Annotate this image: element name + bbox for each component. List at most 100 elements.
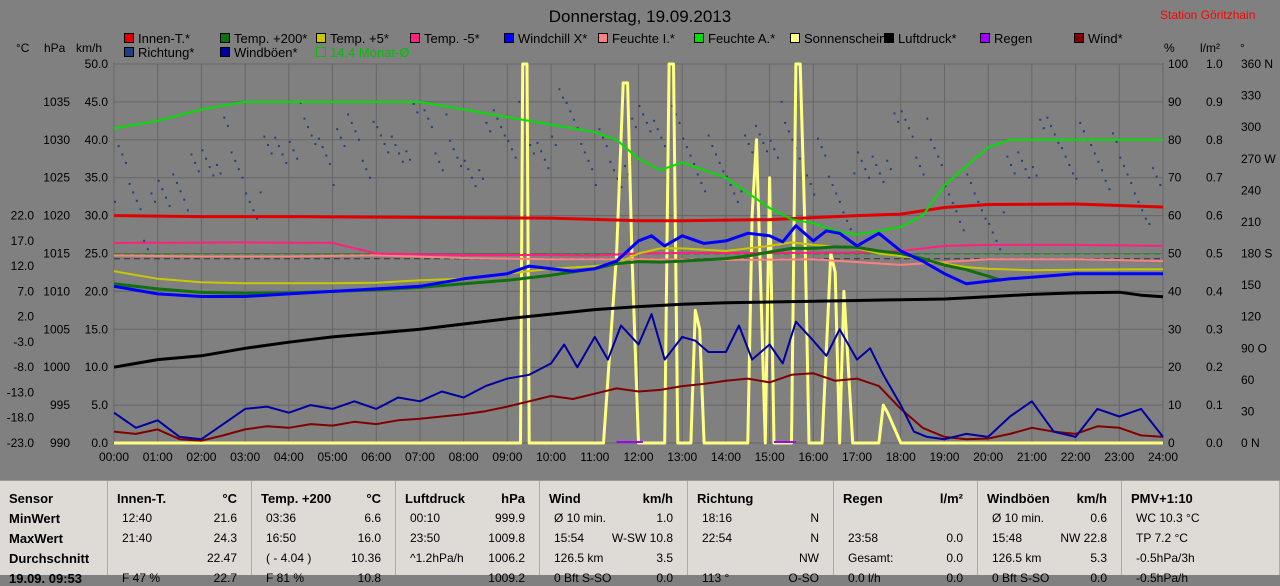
legend-label: Sonnenschein* (804, 31, 892, 46)
stats-cell-label: MinWert (9, 511, 61, 526)
wind-direction-point (529, 144, 532, 147)
stats-cell-value: 10.8 (357, 571, 381, 585)
wind-direction-point (999, 248, 1002, 251)
wind-direction-point (853, 172, 856, 175)
wind-direction-point (583, 151, 586, 154)
wind-direction-point (248, 200, 251, 203)
wind-direction-point (751, 151, 754, 154)
wind-direction-point (1039, 118, 1042, 121)
wind-direction-point (124, 161, 127, 164)
wind-direction-point (540, 150, 543, 153)
wind-direction-point (321, 146, 324, 149)
wind-direction-point (616, 177, 619, 180)
stats-cell-label: MaxWert (9, 531, 63, 546)
stats-cell-label: WC 10.3 °C (1136, 511, 1200, 525)
stats-header: Innen-T. (117, 491, 167, 506)
wind-direction-point (379, 134, 382, 137)
stats-cell-value: 21.6 (213, 511, 237, 525)
stats-unit: °C (366, 491, 381, 506)
wind-direction-point (758, 133, 761, 136)
wind-direction-point (219, 172, 222, 175)
wind-direction-point (146, 248, 149, 251)
wind-direction-point (325, 154, 328, 157)
wind-direction-point (1112, 132, 1115, 135)
stats-cell-value: NW 22.8 (1060, 531, 1107, 545)
wind-direction-point (1013, 172, 1016, 175)
wind-direction-point (274, 136, 277, 139)
wind-direction-point (456, 156, 459, 159)
wind-direction-point (438, 160, 441, 163)
tick-label-time: 04:00 (274, 450, 304, 464)
legend-swatch (316, 47, 326, 57)
wind-direction-point (718, 161, 721, 164)
tick-label-time: 06:00 (361, 450, 391, 464)
series-feuchte-i (113, 254, 1164, 266)
tick-label-percent: 80 (1168, 133, 1182, 147)
stats-cell-label: -0.5hPa/3h (1136, 551, 1195, 565)
stats-cell-value: N (810, 531, 819, 545)
wind-direction-point (816, 137, 819, 140)
wind-direction-point (168, 205, 171, 208)
wind-direction-point (1104, 179, 1107, 182)
wind-direction-point (252, 209, 255, 212)
tick-label-kmh: 25.0 (85, 247, 109, 261)
wind-direction-point (132, 191, 135, 194)
tick-label-kmh: 45.0 (85, 95, 109, 109)
wind-direction-point (1152, 167, 1155, 170)
tick-label-hpa: 1015 (43, 247, 70, 261)
wind-direction-point (336, 128, 339, 131)
tick-label-celsius: -18.0 (7, 411, 35, 425)
wind-direction-point (551, 135, 554, 138)
wind-direction-point (1126, 173, 1129, 176)
wind-direction-point (857, 151, 860, 154)
wind-direction-point (1090, 144, 1093, 147)
wind-direction-point (343, 145, 346, 148)
wind-direction-point (1042, 127, 1045, 130)
stats-cell-label: 126.5 km (554, 551, 604, 565)
stats-header: PMV+1:10 (1131, 491, 1193, 506)
legend-swatch (504, 33, 514, 43)
statistics-table: Sensor MinWert MaxWert Durchschnitt 19.09. 0… (0, 480, 1280, 586)
wind-direction-point (929, 138, 932, 141)
wind-direction-point (496, 117, 499, 120)
tick-label-direction: 30 (1241, 404, 1255, 418)
stats-cell-value: 3.5 (656, 551, 673, 565)
tick-label-time: 05:00 (318, 450, 348, 464)
stats-cell-label: 19.09. 09:53 (9, 571, 83, 586)
wind-direction-point (201, 149, 204, 152)
wind-direction-point (288, 140, 291, 143)
wind-direction-point (565, 101, 568, 104)
wind-direction-point (161, 188, 164, 191)
tick-label-celsius: -3.0 (13, 335, 34, 349)
wind-direction-point (1002, 211, 1005, 214)
stats-cell-label: 12:40 (122, 511, 153, 525)
stats-cell-label: 03:36 (266, 511, 297, 525)
tick-label-time: 15:00 (755, 450, 785, 464)
legend-swatch (884, 33, 894, 43)
wind-direction-point (671, 105, 674, 108)
wind-direction-point (886, 159, 889, 162)
stats-cell-label: 21:40 (122, 531, 153, 545)
legend-label: Temp. +5* (330, 31, 389, 46)
wind-direction-point (474, 185, 477, 188)
wind-direction-point (1122, 165, 1125, 168)
wind-direction-point (846, 219, 849, 222)
legend-swatch (124, 33, 134, 43)
wind-direction-point (401, 160, 404, 163)
tick-label-celsius: -13.0 (7, 385, 35, 399)
wind-direction-point (951, 201, 954, 204)
wind-direction-point (689, 154, 692, 157)
tick-label-hpa: 1035 (43, 95, 70, 109)
wind-direction-point (449, 139, 452, 142)
wind-direction-point (729, 184, 732, 187)
wind-direction-point (769, 139, 772, 142)
wind-direction-point (634, 126, 637, 129)
stats-unit: km/h (1076, 491, 1107, 506)
stats-cell-value: 1009.2 (488, 571, 525, 585)
stats-cell-value: W-SW 10.8 (611, 531, 673, 545)
stats-column: Luftdruck hPa 00:10 999.9 23:50 1009.8 ^1.2hPa… (396, 481, 540, 585)
wind-direction-point (1024, 168, 1027, 171)
tick-label-time: 13:00 (667, 450, 697, 464)
stats-unit: l/m² (939, 491, 963, 506)
wind-direction-point (317, 137, 320, 140)
